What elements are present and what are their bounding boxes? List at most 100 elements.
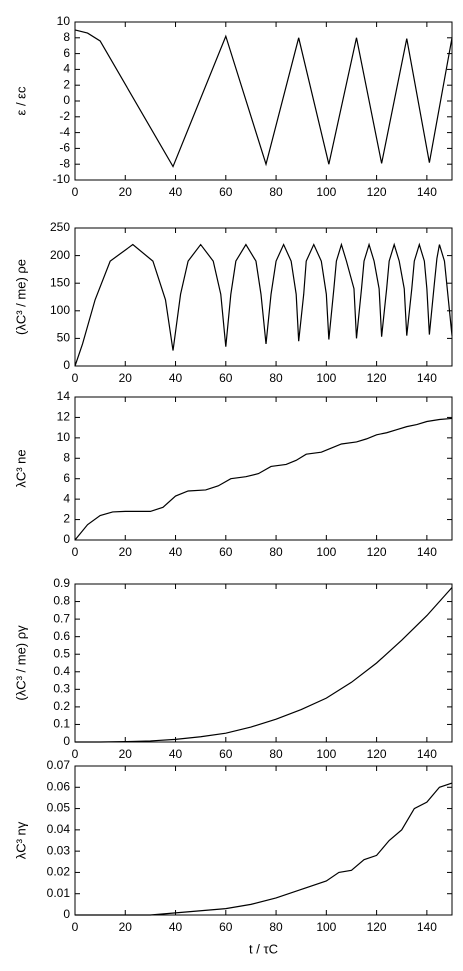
- y-tick-label: 0.01: [47, 886, 71, 900]
- x-tick-label: 0: [72, 185, 79, 199]
- y-tick-label: 0: [63, 734, 70, 748]
- y-tick-label: 0.5: [53, 646, 70, 660]
- x-tick-label: 140: [417, 371, 437, 385]
- y-tick-label: 4: [63, 491, 70, 505]
- y-tick-label: 2: [63, 77, 70, 91]
- data-line: [75, 587, 453, 743]
- x-tick-label: 120: [367, 371, 387, 385]
- y-tick-label: 0.4: [53, 664, 70, 678]
- plot-frame: [74, 583, 453, 743]
- data-line: [74, 29, 453, 168]
- x-tick-label: 60: [219, 371, 233, 385]
- y-tick-label: 0.04: [47, 822, 71, 836]
- y-axis-label: λC³ ne: [13, 449, 28, 487]
- y-tick-label: -8: [59, 156, 70, 170]
- y-tick-label: 0.02: [47, 865, 71, 879]
- x-tick-label: 100: [316, 747, 336, 761]
- y-tick-label: 8: [63, 450, 70, 464]
- x-tick-label: 20: [119, 545, 133, 559]
- x-tick-label: 40: [169, 545, 183, 559]
- x-tick-label: 20: [119, 920, 133, 934]
- x-tick-label: 20: [119, 371, 133, 385]
- y-tick-label: 4: [63, 62, 70, 76]
- y-tick-label: 14: [57, 389, 71, 403]
- x-tick-label: 80: [269, 747, 283, 761]
- x-tick-label: 80: [269, 371, 283, 385]
- x-tick-label: 120: [367, 747, 387, 761]
- y-axis-label: (λC³ / me) ρe: [13, 259, 28, 335]
- x-tick-label: 120: [367, 545, 387, 559]
- x-tick-label: 120: [367, 920, 387, 934]
- x-tick-label: 80: [269, 545, 283, 559]
- x-tick-label: 100: [316, 371, 336, 385]
- y-tick-label: 6: [63, 471, 70, 485]
- y-tick-label: -2: [59, 109, 70, 123]
- y-tick-label: 0.03: [47, 843, 71, 857]
- y-tick-label: 6: [63, 46, 70, 60]
- y-tick-label: 0.9: [53, 576, 70, 590]
- y-tick-label: 200: [50, 248, 70, 262]
- y-tick-label: 0.07: [47, 758, 71, 772]
- y-tick-label: 50: [57, 331, 71, 345]
- x-tick-label: 80: [269, 920, 283, 934]
- x-tick-label: 0: [72, 747, 79, 761]
- x-tick-label: 140: [417, 747, 437, 761]
- y-tick-label: 0.2: [53, 699, 70, 713]
- y-tick-label: 0: [63, 93, 70, 107]
- data-line: [75, 782, 453, 916]
- plot-frame: [74, 396, 453, 541]
- y-tick-label: 0: [63, 907, 70, 921]
- x-tick-label: 120: [367, 185, 387, 199]
- y-tick-label: 0: [63, 532, 70, 546]
- y-axis-label: (λC³ / me) ργ: [13, 625, 28, 701]
- y-tick-label: 250: [50, 220, 70, 234]
- y-tick-label: 0.05: [47, 801, 71, 815]
- x-tick-label: 100: [316, 545, 336, 559]
- y-axis-label: ε / εc: [13, 86, 28, 115]
- x-tick-label: 60: [219, 747, 233, 761]
- x-tick-label: 0: [72, 545, 79, 559]
- x-tick-label: 40: [169, 371, 183, 385]
- x-axis-label: t / τC: [249, 941, 278, 956]
- y-axis-label: λC³ nγ: [13, 821, 28, 859]
- x-tick-label: 100: [316, 920, 336, 934]
- y-tick-label: 0.6: [53, 629, 70, 643]
- y-tick-label: 0.06: [47, 779, 71, 793]
- y-tick-label: 0: [63, 358, 70, 372]
- y-tick-label: -4: [59, 125, 70, 139]
- plot-frame: [74, 227, 453, 367]
- y-tick-label: 0.7: [53, 611, 70, 625]
- x-tick-label: 60: [219, 545, 233, 559]
- y-tick-label: 12: [57, 410, 71, 424]
- y-tick-label: 0.1: [53, 717, 70, 731]
- x-tick-label: 100: [316, 185, 336, 199]
- y-tick-label: 10: [57, 14, 71, 28]
- y-tick-label: 150: [50, 275, 70, 289]
- x-tick-label: 140: [417, 920, 437, 934]
- x-tick-label: 0: [72, 371, 79, 385]
- x-tick-label: 20: [119, 185, 133, 199]
- x-tick-label: 40: [169, 920, 183, 934]
- plot-frame: [74, 765, 453, 916]
- data-line: [74, 417, 453, 541]
- x-tick-label: 80: [269, 185, 283, 199]
- y-tick-label: -10: [53, 172, 71, 186]
- x-tick-label: 40: [169, 747, 183, 761]
- x-tick-label: 140: [417, 185, 437, 199]
- y-tick-label: -6: [59, 141, 70, 155]
- data-line: [74, 242, 453, 367]
- x-tick-label: 140: [417, 545, 437, 559]
- y-tick-label: 100: [50, 303, 70, 317]
- x-tick-label: 40: [169, 185, 183, 199]
- y-tick-label: 8: [63, 30, 70, 44]
- y-tick-label: 2: [63, 512, 70, 526]
- y-tick-label: 0.8: [53, 594, 70, 608]
- x-tick-label: 20: [119, 747, 133, 761]
- x-tick-label: 60: [219, 920, 233, 934]
- y-tick-label: 10: [57, 430, 71, 444]
- y-tick-label: 0.3: [53, 682, 70, 696]
- x-tick-label: 60: [219, 185, 233, 199]
- x-tick-label: 0: [72, 920, 79, 934]
